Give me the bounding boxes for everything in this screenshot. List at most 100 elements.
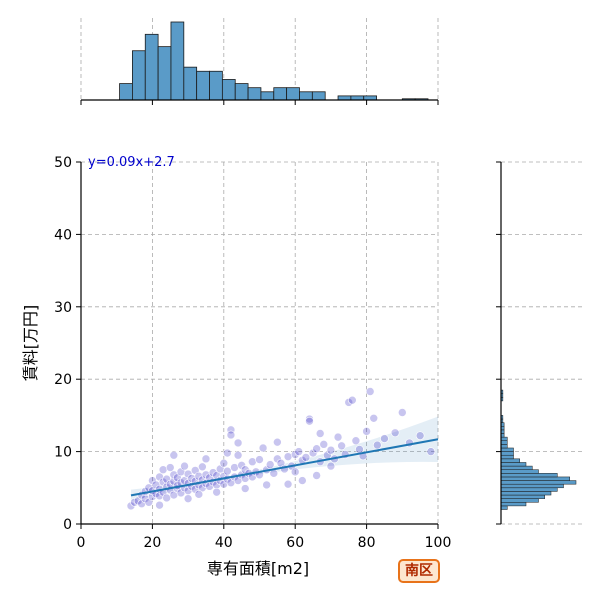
scatter-point [158, 477, 168, 487]
scatter-point [176, 488, 186, 498]
scatter-point [165, 463, 175, 472]
y-hist-bar [500, 458, 520, 463]
scatter-point [326, 445, 336, 455]
scatter-point [233, 438, 243, 448]
x-hist-bar [196, 70, 210, 101]
x-axis-label: 専有面積[m2] [207, 559, 309, 578]
x-marginal-axes [80, 99, 439, 105]
y-hist-bar [500, 465, 533, 470]
x-tick-label: 100 [425, 535, 452, 551]
scatter-point [233, 450, 243, 460]
scatter-point [155, 472, 164, 482]
x-hist-bar [234, 83, 249, 101]
y-hist-bar [500, 469, 539, 474]
scatter-point [201, 454, 211, 464]
scatter-point [155, 500, 164, 510]
y-hist-bar [500, 483, 564, 489]
y-hist-bar [500, 476, 570, 481]
scatter-point [348, 395, 357, 405]
x-hist-bar [170, 21, 185, 101]
scatter-point [240, 484, 250, 493]
scatter-point [140, 494, 150, 503]
x-hist-bar [299, 91, 313, 101]
scatter-point [155, 491, 164, 501]
y-hist-bar [500, 440, 508, 445]
scatter-point [212, 487, 221, 497]
scatter-point [226, 425, 236, 435]
scatter-point [223, 466, 232, 476]
x-hist-bar [183, 66, 198, 101]
scatter-point [226, 430, 236, 440]
scatter-point [169, 490, 179, 500]
y-hist-bar [500, 451, 514, 456]
x-hist-bar [247, 87, 262, 101]
scatter-point [273, 437, 282, 447]
scatter-point [290, 450, 300, 459]
x-hist-bar [260, 91, 275, 101]
scatter-point [283, 479, 293, 489]
y-tick-label: 30 [54, 300, 72, 316]
scatter-point [362, 427, 371, 436]
scatter-point [126, 501, 136, 511]
y-hist-bar [500, 494, 545, 499]
y-hist-bar [500, 505, 508, 510]
scatter-point [205, 482, 214, 491]
scatter-point [298, 476, 307, 485]
x-hist-bar [337, 95, 352, 101]
x-hist-bar [144, 33, 159, 101]
scatter-panel: 0 20 40 60 80 100 0 10 20 30 40 50 y=0.09x+2.7 専有面積… [21, 155, 451, 578]
scatter-point [223, 448, 232, 458]
scatter-point [201, 470, 211, 480]
scatter-point [158, 465, 168, 475]
scatter-point [230, 463, 239, 472]
scatter-point [258, 443, 268, 453]
y-marginal-bars [500, 389, 577, 510]
x-hist-bar [132, 50, 146, 101]
y-tick-label: 40 [54, 227, 72, 243]
y-hist-bar [500, 462, 527, 467]
scatter-point [319, 440, 329, 449]
scatter-point [312, 471, 321, 480]
y-hist-bar [500, 487, 558, 492]
scatter-point [262, 480, 271, 490]
x-tick-label: 0 [77, 535, 86, 551]
scatter-point [183, 469, 193, 479]
x-hist-bar [363, 95, 377, 101]
scatter-point [248, 457, 257, 467]
scatter-point [183, 494, 193, 503]
y-tick-label: 0 [63, 517, 72, 533]
scatter-point [305, 416, 314, 426]
scatter-point [273, 454, 282, 464]
x-hist-bar [221, 79, 236, 101]
scatter-point [290, 467, 300, 477]
scatter-point [312, 444, 321, 454]
scatter-point [212, 480, 221, 490]
scatter-point [169, 476, 179, 486]
scatter-point [162, 474, 171, 484]
x-hist-bar [311, 91, 326, 101]
x-hist-bar [119, 83, 133, 101]
scatter-point [369, 413, 379, 423]
scatter-point [283, 452, 293, 461]
scatter-point [169, 450, 179, 460]
scatter-point [333, 432, 343, 442]
y-hist-bar [500, 491, 552, 496]
scatter-point [337, 441, 346, 451]
y-hist-bar [500, 454, 514, 460]
scatter-point [255, 455, 264, 464]
scatter-point [187, 474, 196, 483]
scatter-point [380, 434, 389, 443]
x-tick-label: 60 [286, 535, 304, 551]
y-tick-label: 20 [54, 372, 72, 388]
y-tick-label: 10 [54, 445, 72, 461]
y-marginal-axes [496, 161, 502, 525]
scatter-point [415, 431, 425, 440]
scatter-point [301, 453, 311, 462]
x-hist-bar [157, 46, 172, 101]
y-hist-bar [500, 498, 539, 503]
y-hist-bar [500, 473, 558, 478]
scatter-point [194, 471, 204, 481]
y-axis-label: 賃料[万円] [21, 305, 40, 382]
district-badge: 南区 [398, 559, 440, 583]
